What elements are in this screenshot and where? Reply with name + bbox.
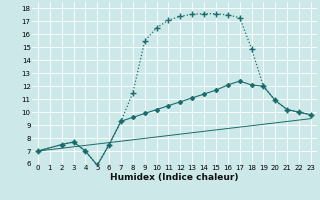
X-axis label: Humidex (Indice chaleur): Humidex (Indice chaleur)	[110, 173, 239, 182]
